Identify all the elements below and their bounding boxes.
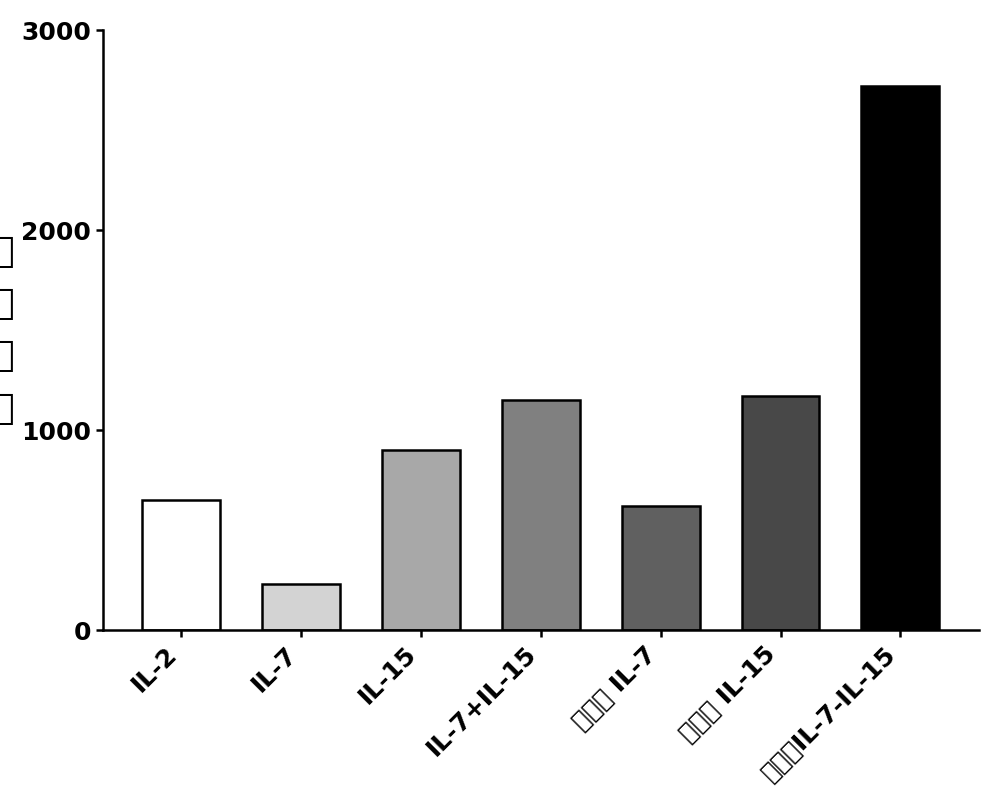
Text: 扩: 扩 <box>0 235 13 268</box>
Bar <box>861 86 939 630</box>
Text: 倍: 倍 <box>0 339 13 373</box>
Bar <box>502 401 580 630</box>
Bar <box>742 397 819 630</box>
Text: 数: 数 <box>0 392 13 426</box>
Bar <box>622 506 700 630</box>
Bar <box>262 584 340 630</box>
Text: 增: 增 <box>0 287 13 321</box>
Bar <box>382 451 460 630</box>
Bar <box>142 501 220 630</box>
